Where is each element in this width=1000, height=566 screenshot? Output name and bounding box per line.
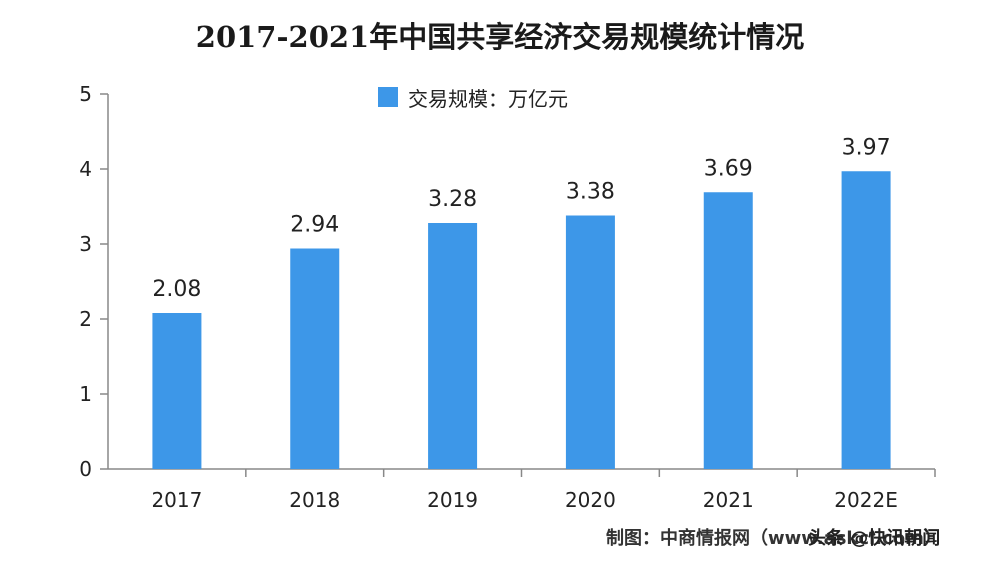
bar	[565, 215, 615, 469]
data-label: 3.38	[566, 180, 615, 205]
data-label: 2.94	[290, 213, 339, 238]
legend-label: 交易规模：万亿元	[408, 86, 568, 111]
x-tick-label: 2018	[289, 488, 340, 512]
bar	[841, 171, 891, 469]
watermark-brand: 头条 @快讯朝闻	[808, 528, 941, 549]
source-note: 制图：中商情报网（www.askci.com）	[606, 528, 942, 549]
x-tick-label: 2020	[565, 488, 616, 512]
y-tick-label: 2	[79, 307, 92, 331]
y-tick-label: 4	[79, 157, 92, 181]
bar	[703, 192, 753, 469]
y-tick-label: 1	[79, 382, 92, 406]
y-tick-label: 0	[79, 457, 92, 481]
bar	[290, 248, 340, 469]
x-tick-label: 2021	[703, 488, 754, 512]
bar	[152, 313, 202, 469]
chart-title: 2017-2021年中国共享经济交易规模统计情况	[195, 20, 805, 54]
bar	[428, 223, 478, 469]
x-tick-label: 2019	[427, 488, 478, 512]
x-tick-label: 2022E	[834, 488, 898, 512]
legend: 交易规模：万亿元	[378, 84, 568, 111]
data-label: 3.97	[842, 135, 891, 160]
y-tick-label: 3	[79, 232, 92, 256]
x-tick-label: 2017	[151, 488, 202, 512]
y-tick-label: 5	[79, 82, 92, 106]
data-label: 3.28	[428, 187, 477, 212]
data-label: 2.08	[152, 277, 201, 302]
legend-swatch	[378, 87, 398, 107]
data-label: 3.69	[704, 156, 753, 181]
